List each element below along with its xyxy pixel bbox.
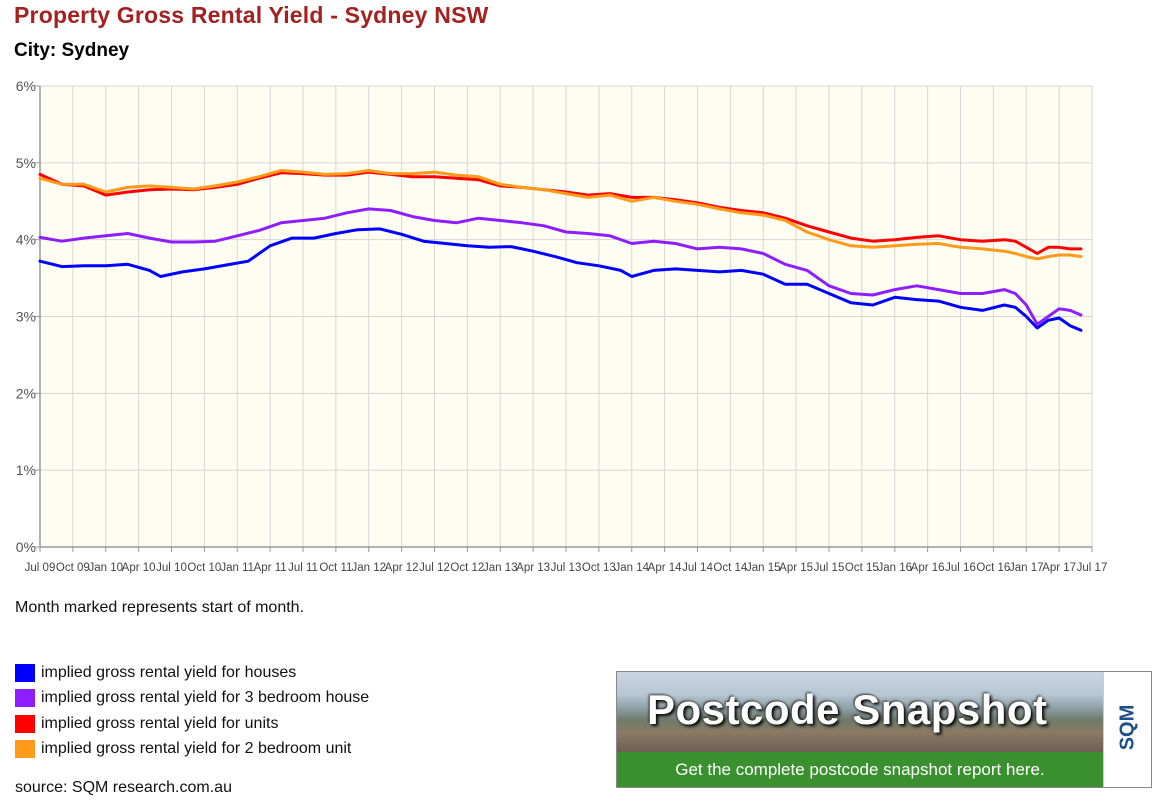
y-tick-label: 4% xyxy=(16,232,36,248)
x-tick-label: Jul 14 xyxy=(682,562,713,574)
y-tick-label: 0% xyxy=(16,539,36,555)
chart-grid xyxy=(39,85,1093,548)
x-tick-label: Oct 14 xyxy=(713,562,747,574)
legend-label: implied gross rental yield for units xyxy=(41,714,279,732)
x-tick-label: Oct 13 xyxy=(582,562,616,574)
page-subtitle: City: Sydney xyxy=(14,40,130,61)
x-tick-label: Oct 15 xyxy=(845,562,879,574)
series-line-3 xyxy=(38,170,1083,255)
series-line-2 xyxy=(38,207,1083,326)
x-tick-label: Apr 13 xyxy=(516,562,550,574)
x-tick-label: Jan 16 xyxy=(877,562,912,574)
series-line-1 xyxy=(38,227,1083,332)
x-tick-label: Jul 13 xyxy=(551,562,582,574)
banner-cta-bar[interactable]: Get the complete postcode snapshot repor… xyxy=(617,752,1103,787)
chart-legend: implied gross rental yield for houses imp… xyxy=(15,660,369,762)
x-tick-label: Jan 14 xyxy=(614,562,649,574)
x-tick-label: Jan 15 xyxy=(746,562,781,574)
x-tick-label: Jul 15 xyxy=(814,562,845,574)
legend-label: implied gross rental yield for 3 bedroom… xyxy=(41,689,370,707)
x-tick-label: Jul 09 xyxy=(25,562,56,574)
legend-label: implied gross rental yield for 2 bedroom… xyxy=(41,740,352,758)
legend-swatch xyxy=(15,740,35,759)
banner-cta-link[interactable]: Get the complete postcode snapshot repor… xyxy=(675,759,1045,779)
x-tick-label: Jan 17 xyxy=(1009,562,1044,574)
x-tick-label: Jul 10 xyxy=(156,562,187,574)
x-tick-label: Jul 16 xyxy=(945,562,976,574)
y-axis: 0% 1% 2% 3% 4% 5% 6% xyxy=(16,78,41,555)
x-tick-label: Jul 12 xyxy=(419,562,450,574)
x-tick-label: Apr 16 xyxy=(911,562,945,574)
legend-item: implied gross rental yield for 2 bedroom… xyxy=(15,737,369,763)
banner-title: Postcode Snapshot xyxy=(647,686,1048,733)
x-tick-label: Oct 09 xyxy=(56,562,90,574)
x-tick-label: Apr 12 xyxy=(385,562,419,574)
legend-swatch xyxy=(15,714,35,733)
legend-swatch xyxy=(15,689,35,708)
source-text: source: SQM research.com.au xyxy=(15,779,232,796)
y-tick-label: 1% xyxy=(16,462,36,478)
x-tick-label: Oct 16 xyxy=(976,562,1010,574)
x-tick-label: Oct 12 xyxy=(450,562,484,574)
postcode-snapshot-banner[interactable]: Postcode Snapshot Get the complete postc… xyxy=(616,671,1152,788)
sqm-logo: SQM research xyxy=(1103,672,1151,787)
chart-note: Month marked represents start of month. xyxy=(15,599,305,616)
x-tick-label: Jan 11 xyxy=(220,562,254,574)
x-tick-label: Jul 17 xyxy=(1077,562,1108,574)
x-tick-label: Jul 11 xyxy=(288,562,318,574)
x-tick-label: Apr 10 xyxy=(122,562,156,574)
chart-series xyxy=(38,169,1083,332)
x-tick-label: Oct 11 xyxy=(319,562,352,574)
legend-item: implied gross rental yield for 3 bedroom… xyxy=(15,686,369,712)
sqm-logo-text: SQM xyxy=(1116,704,1139,751)
x-tick-label: Oct 10 xyxy=(187,562,221,574)
y-tick-label: 6% xyxy=(16,78,36,94)
x-tick-label: Apr 15 xyxy=(779,562,813,574)
x-tick-label: Jan 10 xyxy=(88,562,123,574)
y-tick-label: 3% xyxy=(16,309,36,325)
x-tick-label: Apr 14 xyxy=(648,562,682,574)
x-tick-label: Apr 11 xyxy=(254,562,287,574)
series-line-4 xyxy=(38,169,1083,261)
y-tick-label: 5% xyxy=(16,155,36,171)
legend-label: implied gross rental yield for houses xyxy=(41,663,297,681)
legend-item: implied gross rental yield for houses xyxy=(15,660,369,686)
suburb-photo: Postcode Snapshot xyxy=(617,672,1103,752)
y-tick-label: 2% xyxy=(16,385,36,401)
page-title: Property Gross Rental Yield - Sydney NSW xyxy=(14,2,489,28)
x-tick-label: Jan 13 xyxy=(483,562,518,574)
legend-item: implied gross rental yield for units xyxy=(15,711,369,737)
x-tick-label: Apr 17 xyxy=(1042,562,1076,574)
legend-swatch xyxy=(15,663,35,682)
x-tick-label: Jan 12 xyxy=(351,562,386,574)
